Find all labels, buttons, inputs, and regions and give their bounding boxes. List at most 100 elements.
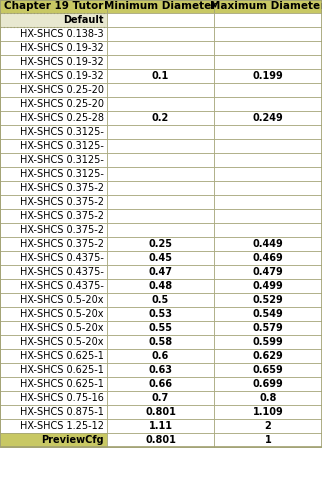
Bar bbox=[214, 251, 322, 265]
Bar bbox=[107, 377, 214, 391]
Bar bbox=[214, 265, 322, 279]
Text: HX-SHCS 0.138-3: HX-SHCS 0.138-3 bbox=[20, 29, 104, 39]
Text: 0.53: 0.53 bbox=[148, 309, 173, 319]
Text: 0.58: 0.58 bbox=[148, 337, 173, 347]
Text: 0.699: 0.699 bbox=[253, 379, 283, 389]
Text: 0.66: 0.66 bbox=[148, 379, 173, 389]
Text: 0.479: 0.479 bbox=[253, 267, 283, 277]
Bar bbox=[107, 363, 214, 377]
Bar bbox=[107, 251, 214, 265]
Bar bbox=[0, 377, 107, 391]
Bar bbox=[214, 41, 322, 55]
Text: 0.659: 0.659 bbox=[253, 365, 283, 375]
Bar bbox=[107, 55, 214, 69]
Bar bbox=[0, 69, 107, 83]
Bar bbox=[214, 209, 322, 223]
Text: HX-SHCS 0.375-2: HX-SHCS 0.375-2 bbox=[20, 239, 104, 249]
Bar bbox=[107, 433, 214, 447]
Bar bbox=[0, 279, 107, 293]
Bar bbox=[214, 363, 322, 377]
Text: 0.55: 0.55 bbox=[148, 323, 173, 333]
Text: Maximum Diameter: Maximum Diameter bbox=[210, 1, 322, 11]
Bar bbox=[107, 167, 214, 181]
Bar bbox=[214, 195, 322, 209]
Bar bbox=[107, 419, 214, 433]
Bar bbox=[0, 405, 107, 419]
Bar bbox=[214, 391, 322, 405]
Text: HX-SHCS 0.25-20: HX-SHCS 0.25-20 bbox=[20, 99, 104, 109]
Bar bbox=[214, 0, 322, 13]
Text: 0.25: 0.25 bbox=[148, 239, 173, 249]
Bar bbox=[214, 111, 322, 125]
Bar bbox=[107, 83, 214, 97]
Bar bbox=[214, 69, 322, 83]
Text: HX-SHCS 0.5-20x: HX-SHCS 0.5-20x bbox=[21, 323, 104, 333]
Bar bbox=[214, 167, 322, 181]
Bar bbox=[0, 181, 107, 195]
Text: 2: 2 bbox=[265, 421, 271, 431]
Text: HX-SHCS 0.4375-: HX-SHCS 0.4375- bbox=[20, 253, 104, 263]
Text: 0.599: 0.599 bbox=[253, 337, 283, 347]
Text: HX-SHCS 0.19-32: HX-SHCS 0.19-32 bbox=[20, 71, 104, 81]
Text: HX-SHCS 0.4375-: HX-SHCS 0.4375- bbox=[20, 267, 104, 277]
Text: HX-SHCS 0.3125-: HX-SHCS 0.3125- bbox=[20, 169, 104, 179]
Bar bbox=[0, 0, 107, 13]
Text: Chapter 19 Tutor: Chapter 19 Tutor bbox=[4, 1, 103, 11]
Bar bbox=[107, 279, 214, 293]
Bar bbox=[0, 335, 107, 349]
Bar bbox=[0, 125, 107, 139]
Text: HX-SHCS 0.75-16: HX-SHCS 0.75-16 bbox=[20, 393, 104, 403]
Bar bbox=[214, 419, 322, 433]
Bar bbox=[0, 195, 107, 209]
Bar bbox=[107, 209, 214, 223]
Text: HX-SHCS 1.25-12: HX-SHCS 1.25-12 bbox=[20, 421, 104, 431]
Bar bbox=[214, 405, 322, 419]
Bar bbox=[107, 153, 214, 167]
Bar bbox=[107, 97, 214, 111]
Bar bbox=[107, 335, 214, 349]
Bar bbox=[107, 125, 214, 139]
Bar bbox=[107, 391, 214, 405]
Text: HX-SHCS 0.375-2: HX-SHCS 0.375-2 bbox=[20, 197, 104, 207]
Bar bbox=[214, 153, 322, 167]
Bar bbox=[0, 111, 107, 125]
Bar bbox=[107, 265, 214, 279]
Bar bbox=[214, 433, 322, 447]
Bar bbox=[0, 419, 107, 433]
Text: 0.6: 0.6 bbox=[152, 351, 169, 361]
Text: HX-SHCS 0.625-1: HX-SHCS 0.625-1 bbox=[20, 365, 104, 375]
Bar bbox=[214, 13, 322, 27]
Bar bbox=[107, 139, 214, 153]
Bar bbox=[214, 97, 322, 111]
Text: 0.63: 0.63 bbox=[148, 365, 173, 375]
Text: 1: 1 bbox=[265, 435, 271, 445]
Text: HX-SHCS 0.875-1: HX-SHCS 0.875-1 bbox=[20, 407, 104, 417]
Text: HX-SHCS 0.375-2: HX-SHCS 0.375-2 bbox=[20, 211, 104, 221]
Bar bbox=[0, 167, 107, 181]
Text: HX-SHCS 0.5-20x: HX-SHCS 0.5-20x bbox=[21, 295, 104, 305]
Bar bbox=[107, 405, 214, 419]
Text: 0.47: 0.47 bbox=[148, 267, 173, 277]
Text: 0.469: 0.469 bbox=[253, 253, 283, 263]
Text: 0.7: 0.7 bbox=[152, 393, 169, 403]
Bar bbox=[0, 41, 107, 55]
Text: HX-SHCS 0.3125-: HX-SHCS 0.3125- bbox=[20, 141, 104, 151]
Bar bbox=[107, 41, 214, 55]
Text: 0.499: 0.499 bbox=[253, 281, 283, 291]
Text: 0.549: 0.549 bbox=[253, 309, 283, 319]
Bar bbox=[214, 377, 322, 391]
Bar bbox=[0, 55, 107, 69]
Text: 0.801: 0.801 bbox=[145, 435, 176, 445]
Text: 0.1: 0.1 bbox=[152, 71, 169, 81]
Bar bbox=[107, 349, 214, 363]
Text: 0.801: 0.801 bbox=[145, 407, 176, 417]
Text: HX-SHCS 0.5-20x: HX-SHCS 0.5-20x bbox=[21, 337, 104, 347]
Bar bbox=[107, 181, 214, 195]
Bar bbox=[0, 349, 107, 363]
Bar bbox=[107, 13, 214, 27]
Text: 0.199: 0.199 bbox=[253, 71, 283, 81]
Bar bbox=[0, 153, 107, 167]
Bar bbox=[214, 335, 322, 349]
Bar bbox=[0, 83, 107, 97]
Bar bbox=[214, 293, 322, 307]
